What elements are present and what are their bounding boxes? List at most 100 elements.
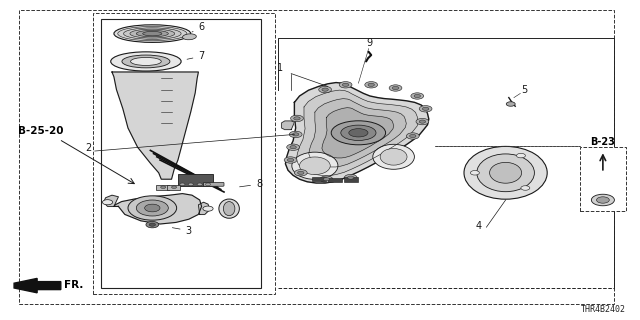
Text: 5: 5: [522, 85, 528, 95]
FancyBboxPatch shape: [312, 177, 326, 181]
Polygon shape: [282, 121, 294, 130]
Text: 4: 4: [476, 221, 482, 231]
FancyBboxPatch shape: [178, 174, 213, 186]
Text: 3: 3: [172, 226, 192, 236]
FancyBboxPatch shape: [156, 185, 169, 190]
Text: 9: 9: [367, 38, 373, 48]
Circle shape: [180, 183, 185, 186]
Ellipse shape: [114, 25, 191, 43]
Circle shape: [294, 170, 307, 176]
Text: B-25-20: B-25-20: [18, 126, 63, 136]
Circle shape: [516, 153, 525, 158]
Circle shape: [323, 178, 330, 181]
Text: B-23: B-23: [591, 137, 615, 148]
Circle shape: [289, 131, 302, 138]
Circle shape: [339, 82, 352, 88]
Ellipse shape: [122, 55, 170, 68]
Ellipse shape: [182, 34, 196, 40]
Text: 6: 6: [192, 22, 205, 32]
Text: 8: 8: [239, 179, 262, 189]
Circle shape: [320, 176, 333, 182]
Ellipse shape: [219, 199, 239, 218]
Circle shape: [506, 102, 515, 106]
Text: 2: 2: [85, 143, 92, 153]
Ellipse shape: [341, 125, 376, 140]
Ellipse shape: [372, 144, 415, 169]
Circle shape: [414, 94, 420, 98]
Polygon shape: [104, 195, 118, 206]
Bar: [101, 19, 261, 288]
Ellipse shape: [464, 147, 547, 199]
FancyBboxPatch shape: [328, 178, 342, 182]
Text: THR4B2402: THR4B2402: [581, 305, 626, 314]
Circle shape: [422, 107, 429, 110]
Polygon shape: [112, 72, 198, 179]
Circle shape: [368, 83, 374, 86]
Circle shape: [344, 174, 357, 181]
Circle shape: [596, 197, 609, 203]
Ellipse shape: [111, 52, 181, 71]
Circle shape: [203, 206, 213, 211]
Ellipse shape: [118, 27, 187, 41]
Circle shape: [287, 158, 294, 162]
Ellipse shape: [131, 58, 161, 66]
Circle shape: [410, 134, 416, 138]
Ellipse shape: [130, 29, 175, 38]
Circle shape: [205, 183, 211, 186]
Circle shape: [145, 204, 160, 212]
Circle shape: [298, 171, 304, 174]
Circle shape: [294, 117, 300, 120]
Polygon shape: [114, 194, 202, 224]
Polygon shape: [198, 202, 210, 214]
Ellipse shape: [300, 157, 330, 175]
Circle shape: [290, 146, 296, 149]
FancyBboxPatch shape: [204, 182, 224, 186]
Ellipse shape: [143, 31, 162, 36]
Ellipse shape: [477, 154, 534, 192]
Circle shape: [149, 223, 156, 226]
Text: 7: 7: [187, 51, 205, 61]
Circle shape: [197, 183, 202, 186]
Circle shape: [292, 133, 299, 136]
Text: 1: 1: [277, 63, 284, 73]
Polygon shape: [14, 278, 61, 293]
Circle shape: [389, 85, 402, 91]
Ellipse shape: [332, 121, 385, 145]
Circle shape: [591, 194, 614, 206]
Circle shape: [128, 196, 177, 220]
Circle shape: [146, 221, 159, 228]
Circle shape: [287, 144, 300, 150]
Circle shape: [416, 118, 429, 125]
Circle shape: [348, 176, 354, 179]
Bar: [580, 147, 626, 211]
Ellipse shape: [124, 28, 181, 39]
Circle shape: [136, 200, 168, 216]
Circle shape: [319, 86, 332, 93]
Circle shape: [342, 83, 349, 86]
Polygon shape: [296, 90, 419, 175]
Circle shape: [322, 88, 328, 91]
Ellipse shape: [380, 148, 407, 165]
Ellipse shape: [349, 129, 368, 137]
Circle shape: [284, 157, 297, 163]
Text: FR.: FR.: [64, 280, 83, 290]
Circle shape: [365, 82, 378, 88]
Polygon shape: [308, 99, 406, 167]
Circle shape: [291, 115, 303, 122]
Circle shape: [470, 171, 479, 175]
Circle shape: [172, 186, 177, 188]
FancyBboxPatch shape: [344, 177, 358, 182]
Ellipse shape: [490, 163, 522, 183]
Circle shape: [411, 93, 424, 99]
Polygon shape: [322, 108, 394, 158]
FancyBboxPatch shape: [167, 185, 180, 190]
Polygon shape: [285, 83, 429, 183]
Circle shape: [102, 200, 113, 205]
Circle shape: [161, 186, 166, 188]
Ellipse shape: [292, 152, 338, 179]
Circle shape: [419, 106, 432, 112]
Ellipse shape: [136, 30, 168, 37]
Circle shape: [419, 120, 426, 123]
Circle shape: [188, 183, 193, 186]
Circle shape: [521, 186, 530, 190]
